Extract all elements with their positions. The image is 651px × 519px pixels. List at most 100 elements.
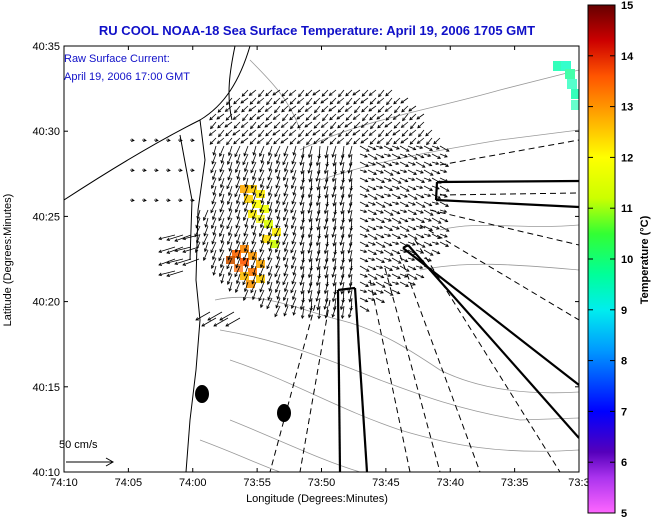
current-vector bbox=[316, 209, 321, 222]
current-vector bbox=[213, 317, 229, 327]
current-vector-head bbox=[338, 133, 342, 138]
current-vector-head bbox=[256, 116, 261, 120]
current-vector bbox=[345, 105, 353, 112]
current-vector bbox=[312, 89, 321, 96]
beam-line-solid bbox=[436, 179, 579, 184]
current-vector-head bbox=[427, 193, 432, 197]
current-vector-head bbox=[218, 177, 222, 182]
current-vector bbox=[439, 185, 450, 192]
current-vector-head bbox=[360, 124, 365, 128]
current-vector bbox=[439, 193, 448, 198]
current-vector-head bbox=[387, 193, 392, 197]
current-vector-head bbox=[371, 177, 376, 181]
current-vector-head bbox=[307, 154, 312, 159]
current-vector bbox=[348, 185, 353, 198]
current-vector bbox=[285, 297, 289, 308]
current-vector bbox=[399, 169, 407, 173]
current-vector bbox=[320, 137, 329, 144]
current-vector bbox=[423, 153, 431, 157]
current-vector-head bbox=[315, 202, 320, 207]
current-vector bbox=[375, 281, 386, 288]
current-vector-head bbox=[345, 117, 350, 121]
current-vector-head bbox=[240, 100, 245, 104]
current-vector bbox=[439, 153, 448, 158]
current-vector-head bbox=[315, 217, 319, 222]
current-vector bbox=[253, 265, 257, 276]
current-vector bbox=[321, 129, 329, 137]
current-vector-head bbox=[413, 171, 418, 175]
current-vector bbox=[383, 257, 392, 262]
current-vector bbox=[229, 241, 233, 252]
current-vector-head bbox=[324, 274, 328, 279]
current-vector-head bbox=[365, 148, 370, 152]
current-vector bbox=[244, 161, 249, 172]
current-vector bbox=[369, 97, 377, 105]
current-vector-head bbox=[227, 232, 232, 237]
current-vector-head bbox=[396, 186, 400, 190]
current-vector bbox=[211, 257, 217, 269]
current-vector-head bbox=[354, 109, 358, 114]
current-vector bbox=[399, 249, 407, 253]
current-vector bbox=[407, 217, 415, 221]
current-vector-head bbox=[268, 167, 272, 172]
sst-pixel bbox=[248, 185, 257, 193]
current-vector-head bbox=[210, 169, 214, 174]
current-vector-head bbox=[243, 208, 248, 213]
current-vector bbox=[416, 113, 425, 120]
current-vector bbox=[296, 113, 305, 120]
beam-line-solid bbox=[434, 181, 439, 201]
current-vector bbox=[258, 209, 265, 221]
current-vector-head bbox=[380, 154, 385, 159]
current-vector-head bbox=[347, 154, 352, 159]
current-vector-head bbox=[388, 202, 393, 207]
current-vector bbox=[391, 145, 400, 150]
current-vector-head bbox=[211, 176, 216, 181]
current-vector bbox=[275, 241, 281, 253]
current-vector-head bbox=[282, 117, 286, 122]
current-vector bbox=[243, 145, 249, 156]
current-vector bbox=[316, 153, 321, 166]
current-vector-head bbox=[411, 257, 416, 261]
current-vector bbox=[227, 193, 233, 205]
current-vector-head bbox=[218, 233, 223, 237]
current-vector-head bbox=[380, 290, 384, 294]
current-vector-head bbox=[371, 257, 376, 261]
current-vector bbox=[341, 145, 345, 159]
current-vector-head bbox=[280, 100, 285, 104]
current-vector-head bbox=[258, 177, 262, 182]
current-vector-head bbox=[274, 169, 279, 173]
current-vector bbox=[399, 209, 407, 213]
current-vector bbox=[332, 209, 337, 222]
current-vector bbox=[313, 113, 321, 120]
current-vector bbox=[267, 209, 273, 220]
current-vector-head bbox=[266, 305, 270, 310]
current-vector-head bbox=[387, 273, 392, 277]
current-vector bbox=[391, 281, 399, 285]
current-vector-head bbox=[227, 256, 231, 261]
current-vector bbox=[283, 265, 289, 276]
current-vector-head bbox=[259, 168, 263, 173]
y-tick-label: 40:35 bbox=[32, 41, 60, 53]
current-vector bbox=[290, 201, 297, 213]
current-vector-head bbox=[396, 250, 401, 255]
current-vector-head bbox=[323, 225, 327, 230]
current-vector-head bbox=[266, 161, 271, 165]
current-vector-head bbox=[212, 191, 216, 196]
current-vector bbox=[375, 145, 383, 149]
current-vector-head bbox=[308, 258, 312, 263]
current-vector-head bbox=[328, 92, 333, 96]
current-vector-head bbox=[219, 317, 224, 321]
current-vector bbox=[431, 169, 440, 174]
current-vector bbox=[325, 305, 329, 318]
current-vector-head bbox=[443, 169, 448, 173]
current-vector bbox=[431, 217, 442, 224]
current-vector-head bbox=[265, 117, 270, 121]
current-vector-head bbox=[248, 92, 253, 96]
current-vector-head bbox=[274, 153, 278, 158]
current-vector bbox=[274, 105, 281, 113]
current-vector bbox=[407, 145, 416, 150]
current-vector bbox=[308, 265, 313, 278]
current-vector bbox=[415, 209, 424, 214]
current-vector-head bbox=[276, 175, 280, 180]
current-vector bbox=[218, 249, 225, 261]
